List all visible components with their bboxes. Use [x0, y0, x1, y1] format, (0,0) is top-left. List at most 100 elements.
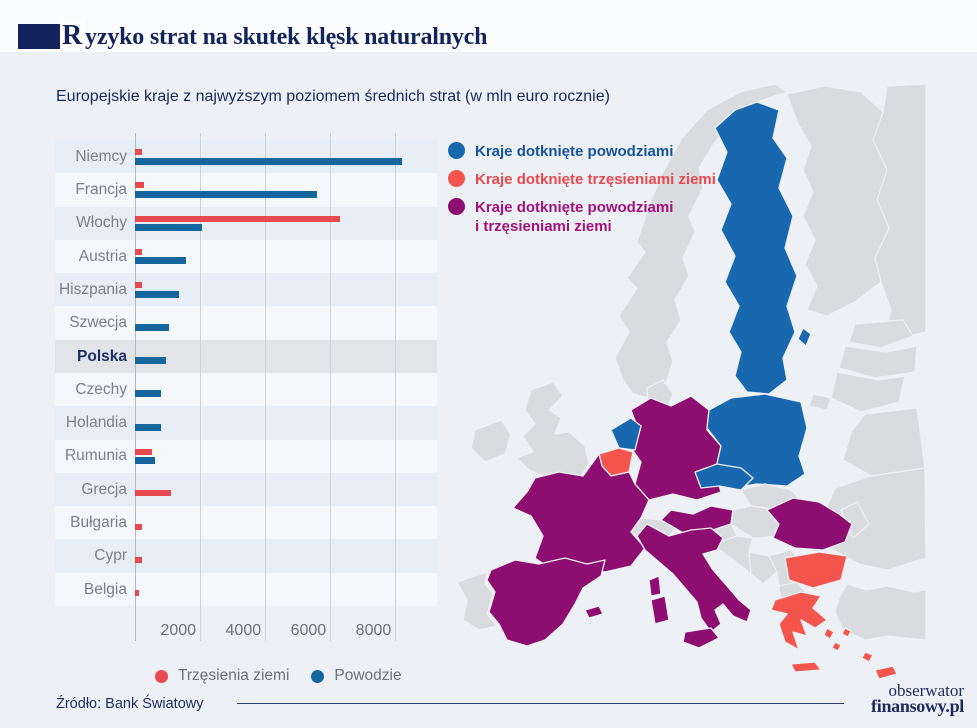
map-legend-item-earthquakes: Kraje dotknięte trzęsieniami ziemi: [448, 170, 716, 189]
chart-row: Holandia: [55, 406, 437, 439]
map-island-sicily: [682, 627, 720, 649]
row-stripes: [55, 140, 437, 606]
bar-area: [135, 539, 437, 572]
europe-map-svg: [456, 83, 927, 680]
x-tick-label: 8000: [355, 622, 392, 639]
map-region-kaliningrad: [808, 393, 832, 411]
map-country-estonia: [848, 319, 914, 349]
map-country-spain: [486, 557, 606, 647]
row-stripe: [55, 140, 437, 174]
map-country-romania: [766, 497, 853, 551]
map-island-sardinia: [650, 595, 670, 625]
map-country-bosnia: [748, 551, 778, 585]
row-stripe: [55, 206, 437, 240]
bar-area: [135, 340, 437, 373]
earthquake-bar: [135, 490, 172, 497]
europe-map: [435, 80, 977, 705]
bar-area: [135, 207, 437, 240]
legend-item-earthquakes: Trzęsienia ziemi: [155, 667, 289, 685]
map-country-bulgaria: [784, 551, 848, 589]
footer-rule: [237, 703, 844, 704]
row-stripe: [55, 239, 437, 274]
chart-row: Bułgaria: [55, 506, 437, 539]
flood-countries-dot-icon: [448, 142, 465, 159]
earthquake-bar: [135, 448, 152, 455]
country-label: Polska: [77, 347, 127, 365]
row-stripe: [55, 539, 437, 573]
flood-bar: [135, 224, 202, 232]
earthquake-bar: [135, 248, 142, 255]
map-island-corsica: [648, 575, 662, 597]
row-stripe: [55, 439, 437, 473]
chart-row: Grecja: [55, 473, 437, 506]
map-island-aegean-2: [831, 641, 842, 652]
chart-subtitle: Europejskie kraje z najwyższym poziomem …: [56, 88, 610, 105]
map-country-ireland: [470, 419, 512, 463]
chart-row: Austria: [55, 240, 437, 273]
map-island-rhodes: [861, 651, 874, 663]
chart-row: Czechy: [55, 373, 437, 406]
flood-bar: [135, 257, 187, 265]
map-island-balearics: [584, 605, 604, 619]
map-country-netherlands: [610, 417, 642, 451]
flood-dot-icon: [311, 669, 325, 683]
map-country-belarus: [842, 407, 926, 477]
map-country-greece: [770, 591, 828, 651]
map-legend-label-both: Kraje dotknięte powodziami i trzęsieniam…: [475, 199, 674, 235]
map-country-turkey: [834, 583, 927, 641]
country-label: Rumunia: [64, 447, 127, 465]
chart-row: Polska: [55, 340, 437, 373]
country-label: Cypr: [94, 547, 127, 565]
x-tick-label: 4000: [225, 622, 262, 639]
earthquake-bar: [135, 182, 145, 189]
country-label: Holandia: [65, 414, 127, 432]
country-label: Belgia: [83, 580, 127, 598]
row-stripe: [55, 306, 437, 340]
earthquake-bar: [135, 149, 143, 155]
map-country-poland: [706, 393, 808, 489]
row-stripe: [55, 273, 437, 307]
map-country-france: [512, 453, 650, 573]
row-stripe: [55, 173, 437, 207]
bar-area: [135, 173, 437, 206]
map-country-italy: [636, 523, 752, 633]
country-label: Czechy: [75, 380, 127, 398]
map-legend-item-both: Kraje dotknięte powodziami i trzęsieniam…: [448, 198, 716, 236]
row-stripe: [55, 472, 437, 507]
legend-item-floods: Powodzie: [311, 667, 402, 685]
legend-label-floods: Powodzie: [334, 667, 402, 684]
brand-logo: obserwator finansowy.pl: [871, 682, 964, 715]
map-country-cyprus: [874, 665, 898, 680]
row-stripe: [55, 406, 437, 440]
bar-area: [135, 140, 437, 173]
country-label: Grecja: [81, 480, 127, 498]
x-tick-label: 2000: [160, 622, 197, 639]
both-countries-dot-icon: [448, 198, 465, 215]
bar-area: [135, 506, 437, 539]
header-band: [0, 0, 977, 52]
chart-row: Rumunia: [55, 440, 437, 473]
row-stripe: [55, 372, 437, 407]
flood-bar: [135, 157, 402, 165]
earthquake-bar: [135, 282, 142, 289]
earthquake-countries-dot-icon: [448, 170, 465, 187]
map-island-crete: [790, 661, 822, 673]
earthquake-bar: [135, 523, 142, 530]
map-country-czechia: [694, 463, 754, 491]
map-country-sweden: [714, 101, 798, 395]
bar-area: [135, 440, 437, 473]
chart-rows: Niemcy Francja Włochy Austria Hiszpania Szwec…: [55, 140, 437, 606]
flood-bar: [135, 457, 155, 465]
map-country-portugal: [456, 571, 498, 631]
map-country-latvia: [838, 345, 918, 379]
map-legend-label-floods: Kraje dotknięte powodziami: [475, 143, 674, 160]
bar-area: [135, 240, 437, 273]
chart-row: Niemcy: [55, 140, 437, 173]
bar-area: [135, 306, 437, 339]
map-legend-item-floods: Kraje dotknięte powodziami: [448, 142, 716, 161]
bar-area: [135, 373, 437, 406]
earthquake-bar: [135, 556, 142, 563]
bar-area: [135, 406, 437, 439]
legend-label-earthquakes: Trzęsienia ziemi: [178, 667, 290, 684]
map-legend-label-earthquakes: Kraje dotknięte trzęsieniami ziemi: [475, 171, 716, 188]
